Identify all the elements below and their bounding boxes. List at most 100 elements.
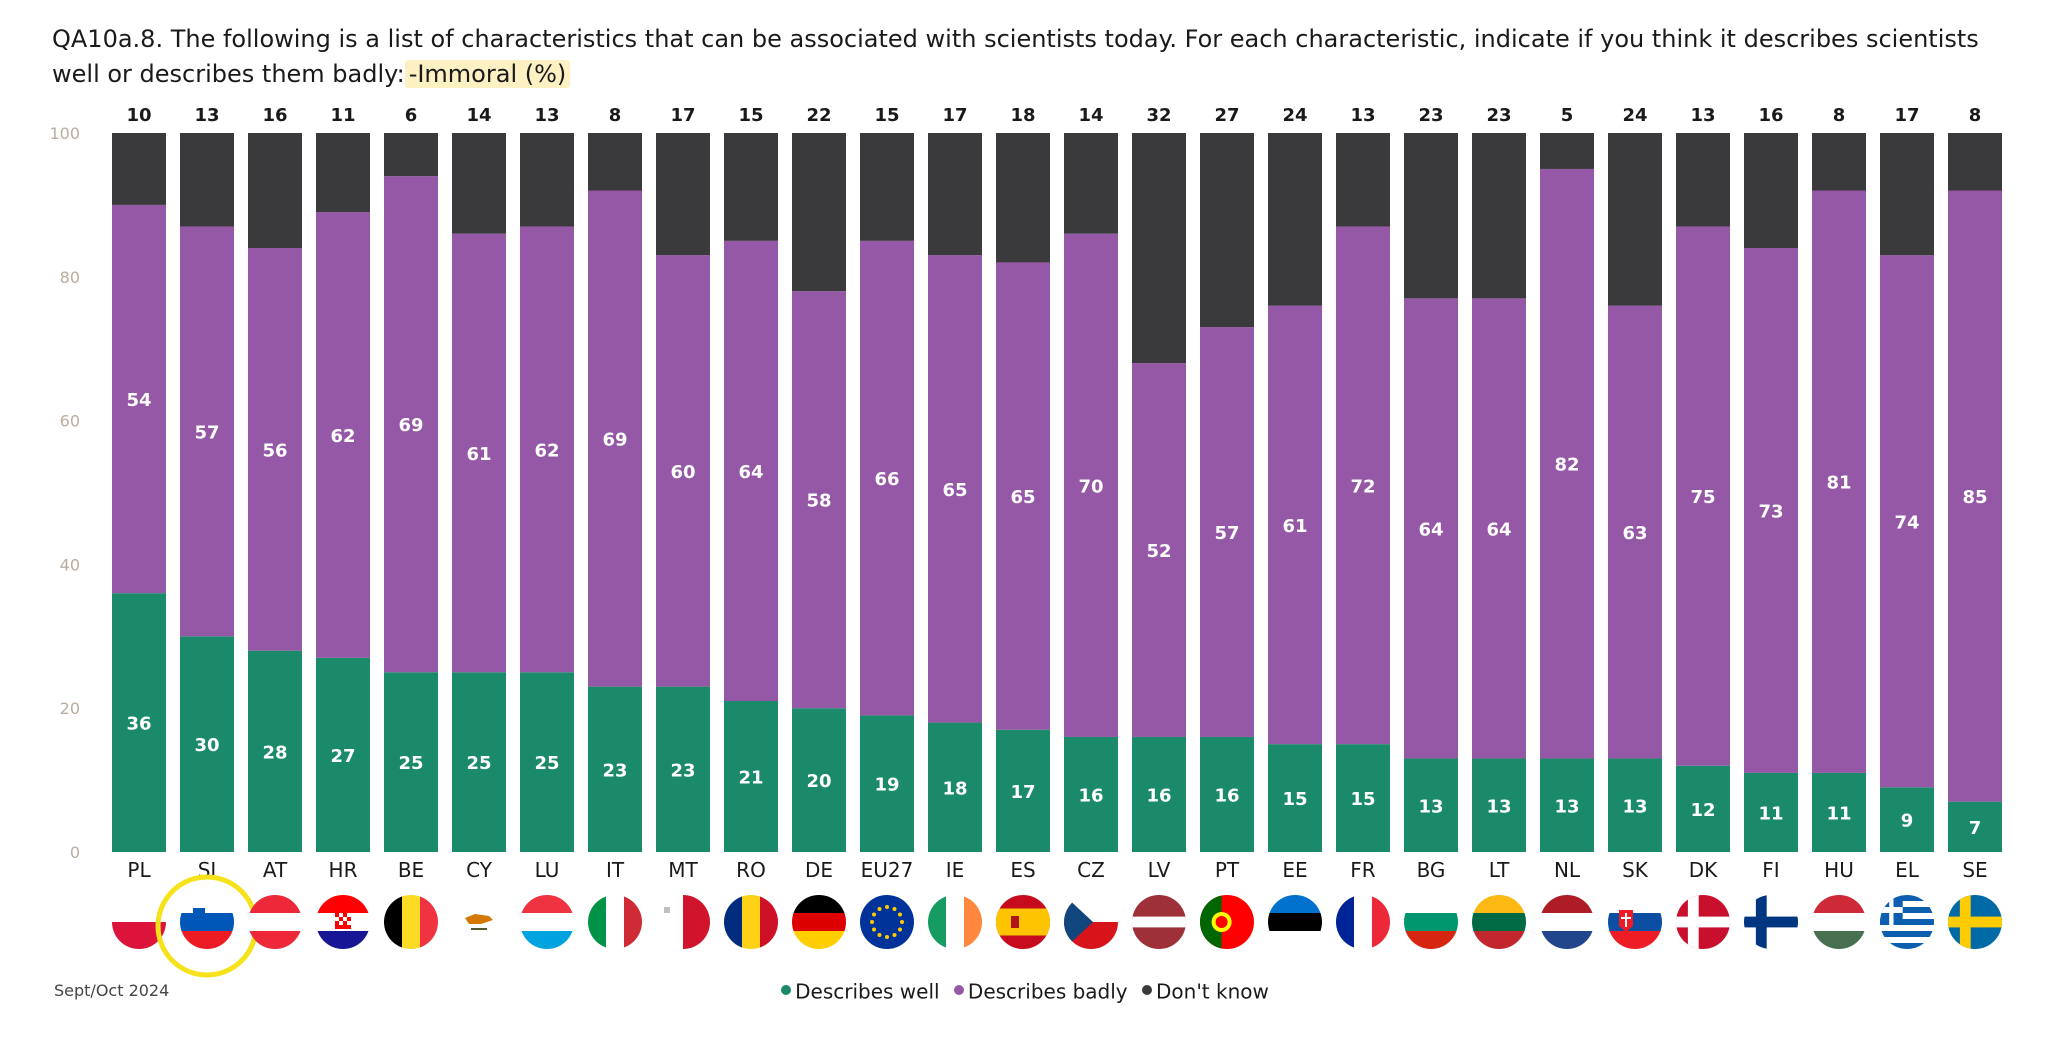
data-label-badly: 64 (1418, 519, 1443, 540)
bar-segment-describes-badly (1336, 226, 1390, 745)
data-label-badly: 63 (1622, 523, 1647, 544)
bar-segment-dont-know (1948, 133, 2002, 191)
x-tick-label: IE (946, 858, 965, 882)
legend-item-badly: Describes badly (953, 978, 1128, 1004)
bar-segment-describes-well (1608, 758, 1662, 852)
data-label-dont-know: 14 (466, 105, 491, 126)
data-label-badly: 57 (1214, 523, 1239, 544)
legend: Describes well Describes badly Don't kno… (0, 978, 2050, 1004)
bar-segment-describes-well (384, 672, 438, 852)
legend-label-badly: Describes badly (967, 979, 1128, 1004)
data-label-badly: 65 (1010, 487, 1035, 508)
data-label-dont-know: 22 (806, 105, 831, 126)
data-label-well: 17 (1010, 782, 1035, 803)
data-label-well: 25 (466, 753, 491, 774)
bar-segment-dont-know (1812, 133, 1866, 191)
data-label-dont-know: 13 (1690, 105, 1715, 126)
bar-segment-describes-well (316, 657, 370, 852)
x-tick-label: EL (1895, 858, 1920, 882)
data-label-dont-know: 24 (1622, 105, 1647, 126)
bar-segment-describes-well (1880, 787, 1934, 852)
bar-segment-describes-badly (860, 240, 914, 716)
bar-segment-describes-well (1336, 744, 1390, 852)
bar-segment-dont-know (792, 133, 846, 292)
data-label-dont-know: 23 (1486, 105, 1511, 126)
data-label-well: 13 (1418, 796, 1443, 817)
flag-pt-icon (1200, 895, 1254, 949)
data-label-badly: 54 (126, 390, 151, 411)
data-label-dont-know: 17 (1894, 105, 1919, 126)
data-label-badly: 75 (1690, 487, 1715, 508)
flag-dk-icon (1676, 895, 1730, 949)
x-tick-label: EU27 (861, 858, 914, 882)
data-label-well: 27 (330, 746, 355, 767)
title-highlight: -Immoral (%) (404, 60, 571, 88)
data-label-badly: 81 (1826, 473, 1851, 494)
bar-segment-describes-badly (724, 240, 778, 702)
data-label-dont-know: 13 (194, 105, 219, 126)
x-tick-label: MT (668, 858, 698, 882)
data-label-well: 30 (194, 735, 219, 756)
y-tick-label: 40 (60, 555, 80, 574)
bar-segment-describes-well (1472, 758, 1526, 852)
data-label-badly: 61 (1282, 516, 1307, 537)
data-label-badly: 61 (466, 444, 491, 465)
bar-segment-dont-know (1540, 133, 1594, 169)
bar-segment-describes-well (588, 686, 642, 852)
data-label-badly: 60 (670, 462, 695, 483)
bar-segment-dont-know (1404, 133, 1458, 299)
y-tick-label: 80 (60, 268, 80, 287)
data-label-well: 25 (534, 753, 559, 774)
x-tick-label: HU (1824, 858, 1854, 882)
flag-nl-icon (1540, 895, 1594, 949)
bar-segment-dont-know (248, 133, 302, 249)
bar-segment-describes-badly (1268, 305, 1322, 745)
x-tick-label: BE (398, 858, 424, 882)
x-tick-label: FR (1350, 858, 1376, 882)
bar-segment-describes-badly (1064, 233, 1118, 737)
data-label-dont-know: 6 (405, 105, 418, 126)
flag-be-icon (384, 895, 438, 949)
bar-segment-describes-well (248, 650, 302, 852)
bar-segment-dont-know (452, 133, 506, 234)
data-label-badly: 82 (1554, 455, 1579, 476)
data-label-well: 19 (874, 775, 899, 796)
data-label-dont-know: 15 (874, 105, 899, 126)
legend-item-well: Describes well (781, 978, 940, 1004)
data-label-badly: 65 (942, 480, 967, 501)
bar-segment-describes-well (1744, 772, 1798, 852)
bar-segment-dont-know (1744, 133, 1798, 249)
bar-segment-describes-badly (792, 291, 846, 709)
data-label-well: 9 (1901, 811, 1914, 832)
title-main: QA10a.8. The following is a list of char… (52, 25, 1979, 88)
data-label-well: 23 (602, 760, 627, 781)
bar-segment-dont-know (1880, 133, 1934, 256)
bar-segment-dont-know (1676, 133, 1730, 227)
bar-segment-dont-know (860, 133, 914, 241)
bar-segment-describes-badly (588, 190, 642, 687)
x-tick-label: CY (466, 858, 493, 882)
data-label-dont-know: 8 (1833, 105, 1846, 126)
data-label-dont-know: 10 (126, 105, 151, 126)
x-tick-label: PT (1215, 858, 1240, 882)
x-tick-label: EE (1282, 858, 1307, 882)
bar-segment-describes-badly (520, 226, 574, 673)
data-label-badly: 62 (330, 426, 355, 447)
bar-segment-describes-well (996, 729, 1050, 852)
flag-el-icon (1880, 895, 1934, 949)
data-label-dont-know: 16 (262, 105, 287, 126)
bar-segment-describes-well (520, 672, 574, 852)
bar-segment-describes-badly (1472, 298, 1526, 759)
data-label-dont-know: 32 (1146, 105, 1171, 126)
legend-item-dont-know: Don't know (1142, 978, 1269, 1004)
data-label-dont-know: 13 (534, 105, 559, 126)
bar-segment-describes-well (1948, 801, 2002, 852)
bar-segment-describes-badly (1540, 168, 1594, 759)
data-label-badly: 85 (1962, 487, 1987, 508)
bar-segment-describes-well (1812, 772, 1866, 852)
bar-segment-dont-know (520, 133, 574, 227)
x-tick-label: AT (263, 858, 288, 882)
bar-segment-dont-know (1132, 133, 1186, 364)
data-label-well: 18 (942, 778, 967, 799)
bar-segment-describes-well (860, 715, 914, 852)
